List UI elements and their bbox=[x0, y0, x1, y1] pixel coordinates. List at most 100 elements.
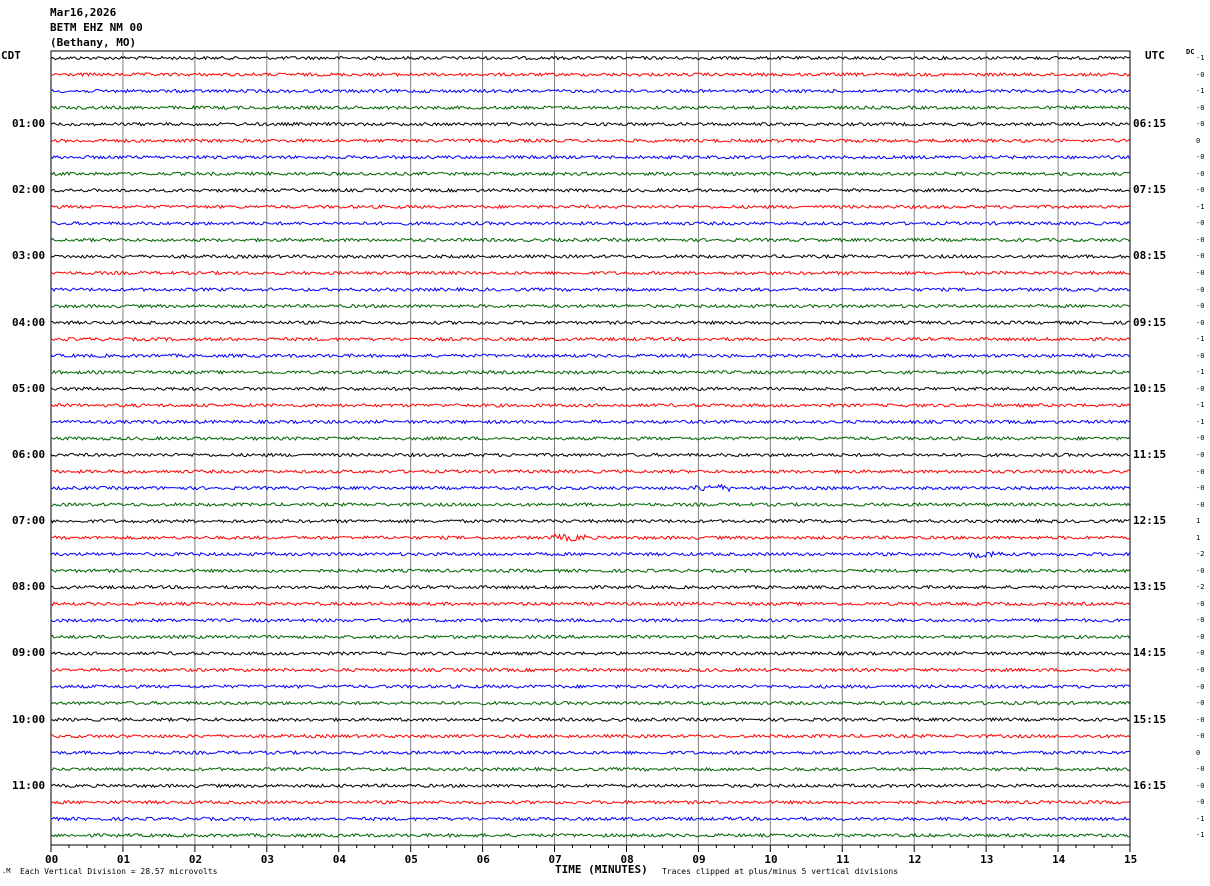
seismic-trace-row bbox=[50, 402, 1130, 408]
dc-offset-value: 0 bbox=[1196, 748, 1201, 757]
x-tick-label: 15 bbox=[1124, 853, 1138, 866]
x-tick-label: 10 bbox=[764, 853, 778, 866]
footer-mark: .M bbox=[2, 867, 11, 875]
seismic-trace-row bbox=[50, 369, 1130, 376]
clip-note: Traces clipped at plus/minus 5 vertical … bbox=[662, 867, 899, 876]
right-hour-label: 12:15 bbox=[1133, 514, 1167, 528]
seismic-trace-row bbox=[50, 353, 1130, 359]
seismic-trace-row bbox=[50, 832, 1130, 839]
left-hour-label: 06:00 bbox=[12, 447, 46, 461]
right-hour-label: 11:15 bbox=[1133, 447, 1167, 461]
seismic-trace-row bbox=[51, 336, 1130, 342]
dc-offset-value: -1 bbox=[1196, 335, 1205, 344]
left-hour-label: 09:00 bbox=[12, 646, 46, 660]
left-hour-label: 05:00 bbox=[12, 381, 46, 395]
dc-offset-value: -0 bbox=[1196, 699, 1205, 708]
right-hour-label: 08:15 bbox=[1133, 249, 1167, 263]
dc-offset-value: -0 bbox=[1196, 103, 1205, 112]
seismic-trace-row bbox=[51, 468, 1130, 475]
dc-offset-value: -0 bbox=[1196, 269, 1205, 278]
dc-offset-value: -0 bbox=[1196, 169, 1205, 178]
seismic-trace-row bbox=[50, 766, 1130, 772]
left-hour-label: 04:00 bbox=[12, 315, 46, 329]
x-axis-title: TIME (MINUTES) bbox=[555, 863, 648, 876]
dc-offset-value: -0 bbox=[1196, 235, 1205, 244]
right-hour-label: 07:15 bbox=[1133, 183, 1167, 197]
seismic-trace-row bbox=[51, 683, 1130, 690]
x-tick-label: 01 bbox=[116, 853, 131, 866]
x-tick-label: 09 bbox=[692, 853, 706, 866]
x-tick-label: 05 bbox=[404, 853, 418, 866]
scale-note: Each Vertical Division = 28.57 microvolt… bbox=[20, 867, 218, 876]
seismic-trace-row bbox=[50, 419, 1130, 425]
dc-offset-value: -1 bbox=[1196, 368, 1205, 377]
right-hour-label: 06:15 bbox=[1133, 117, 1167, 131]
left-hour-label: 07:00 bbox=[12, 514, 46, 528]
seismic-trace-row bbox=[50, 319, 1130, 326]
left-hour-label: 10:00 bbox=[12, 712, 46, 726]
x-tick-label: 08 bbox=[620, 853, 634, 866]
seismic-trace-row bbox=[50, 749, 1130, 756]
seismic-trace-row bbox=[50, 568, 1130, 574]
dc-offset-value: -1 bbox=[1196, 814, 1205, 823]
left-hour-label: 02:00 bbox=[12, 183, 46, 197]
dc-offset-value: -0 bbox=[1196, 781, 1205, 790]
seismic-trace-row bbox=[50, 518, 1130, 524]
seismic-trace-row bbox=[50, 783, 1130, 789]
seismic-trace-row bbox=[50, 71, 1130, 78]
x-tick-label: 02 bbox=[188, 853, 203, 866]
seismic-trace-row bbox=[50, 533, 1130, 543]
right-hour-label: 14:15 bbox=[1133, 646, 1167, 660]
seismic-trace-row bbox=[50, 171, 1130, 177]
seismic-trace-row bbox=[50, 204, 1130, 210]
seismic-trace-row bbox=[50, 501, 1130, 508]
seismic-trace-row bbox=[50, 138, 1130, 144]
right-timezone-label: UTC bbox=[1145, 49, 1165, 62]
dc-offset-value: -0 bbox=[1196, 649, 1205, 658]
dc-offset-value: -0 bbox=[1196, 616, 1205, 625]
seismic-trace-row bbox=[50, 733, 1130, 739]
right-hour-label: 09:15 bbox=[1133, 315, 1167, 329]
seismic-trace-row bbox=[50, 650, 1130, 657]
seismic-trace-row bbox=[50, 88, 1130, 94]
seismic-trace-row bbox=[50, 121, 1130, 127]
dc-offset-value: -2 bbox=[1196, 583, 1205, 592]
dc-offset-value: -0 bbox=[1196, 70, 1205, 79]
dc-offset-value: 1 bbox=[1196, 517, 1201, 526]
right-hour-label: 16:15 bbox=[1133, 778, 1167, 792]
seismic-trace-row bbox=[50, 483, 1130, 493]
dc-offset-value: 1 bbox=[1196, 533, 1201, 542]
seismic-trace-row bbox=[50, 187, 1130, 193]
plot-frame bbox=[50, 50, 1131, 846]
x-tick-label: 07 bbox=[548, 853, 562, 866]
date-label: Mar16,2026 bbox=[50, 6, 117, 19]
dc-offset-value: -0 bbox=[1196, 434, 1205, 443]
dc-offset-value: -1 bbox=[1196, 417, 1205, 426]
seismic-trace-row bbox=[50, 584, 1130, 590]
seismic-trace-row bbox=[50, 270, 1130, 276]
station-label: BETM EHZ NM 00 bbox=[50, 21, 143, 34]
seismic-trace-row bbox=[50, 220, 1130, 226]
seismic-trace-row bbox=[50, 799, 1130, 806]
location-label: (Bethany, MO) bbox=[50, 36, 137, 49]
dc-offset-value: -2 bbox=[1196, 550, 1205, 559]
dc-offset-value: -0 bbox=[1196, 665, 1205, 674]
x-tick-label: 06 bbox=[476, 853, 490, 866]
seismic-trace-row bbox=[50, 386, 1130, 392]
x-tick-label: 00 bbox=[45, 853, 59, 866]
dc-offset-value: -1 bbox=[1196, 831, 1205, 840]
left-hour-label: 03:00 bbox=[12, 249, 46, 263]
dc-offset-value: -0 bbox=[1196, 798, 1205, 807]
seismic-trace-row bbox=[50, 154, 1130, 160]
x-tick-label: 03 bbox=[260, 853, 275, 866]
dc-offset-value: -0 bbox=[1196, 318, 1205, 327]
seismic-trace-row bbox=[50, 253, 1130, 260]
dc-offset-value: -0 bbox=[1196, 384, 1205, 393]
seismic-trace-row bbox=[50, 550, 1130, 559]
dc-offset-value: -0 bbox=[1196, 765, 1205, 774]
right-hour-label: 13:15 bbox=[1133, 580, 1167, 594]
dc-offset-value: -1 bbox=[1196, 202, 1205, 211]
x-tick-label: 04 bbox=[332, 853, 346, 866]
seismic-trace-row bbox=[50, 634, 1130, 640]
dc-offset-value: -0 bbox=[1196, 219, 1205, 228]
